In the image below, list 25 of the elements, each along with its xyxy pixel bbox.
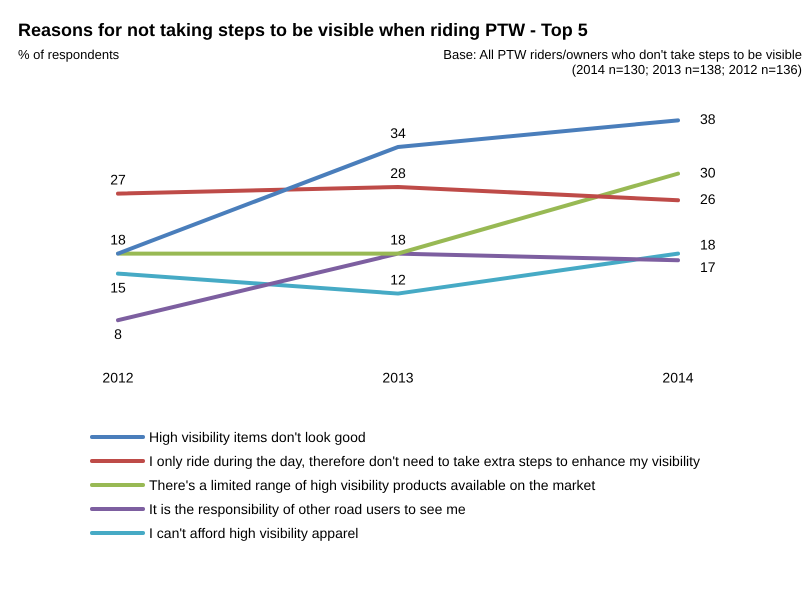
legend-label: There's a limited range of high visibility products available on the market bbox=[149, 477, 596, 493]
data-label: 8 bbox=[114, 326, 122, 342]
data-label: 15 bbox=[110, 279, 126, 296]
data-label: 28 bbox=[390, 164, 406, 181]
data-label: 18 bbox=[110, 231, 126, 248]
chart-subtitle: % of respondents bbox=[18, 47, 120, 64]
data-label: 38 bbox=[700, 111, 716, 128]
data-label: 27 bbox=[110, 171, 126, 188]
legend-label: I only ride during the day, therefore don't need to take extra steps to enhance my visibility bbox=[149, 453, 700, 469]
data-label: 18 bbox=[390, 231, 406, 248]
text: (2014 n=130; 2013 n=138; 2012 n=136) bbox=[570, 62, 802, 77]
text: Base: All PTW riders/owners who don't take steps to be visible bbox=[443, 47, 802, 62]
data-label: 30 bbox=[700, 164, 716, 180]
data-label: 18 bbox=[700, 236, 716, 252]
data-label: 17 bbox=[700, 259, 716, 276]
legend-label: I can't afford high visibility apparel bbox=[149, 525, 358, 541]
x-tick-label: 2013 bbox=[382, 369, 414, 386]
data-label: 12 bbox=[390, 271, 406, 288]
data-label: 26 bbox=[700, 191, 716, 208]
x-tick-label: 2012 bbox=[102, 369, 134, 386]
chart-title: Reasons for not taking steps to be visible when riding PTW - Top 5 bbox=[18, 20, 589, 41]
data-label: 34 bbox=[390, 124, 406, 141]
x-tick-label: 2014 bbox=[662, 369, 694, 386]
legend-label: High visibility items don't look good bbox=[149, 429, 366, 445]
legend-label: It is the responsibility of other road users to see me bbox=[149, 501, 466, 517]
